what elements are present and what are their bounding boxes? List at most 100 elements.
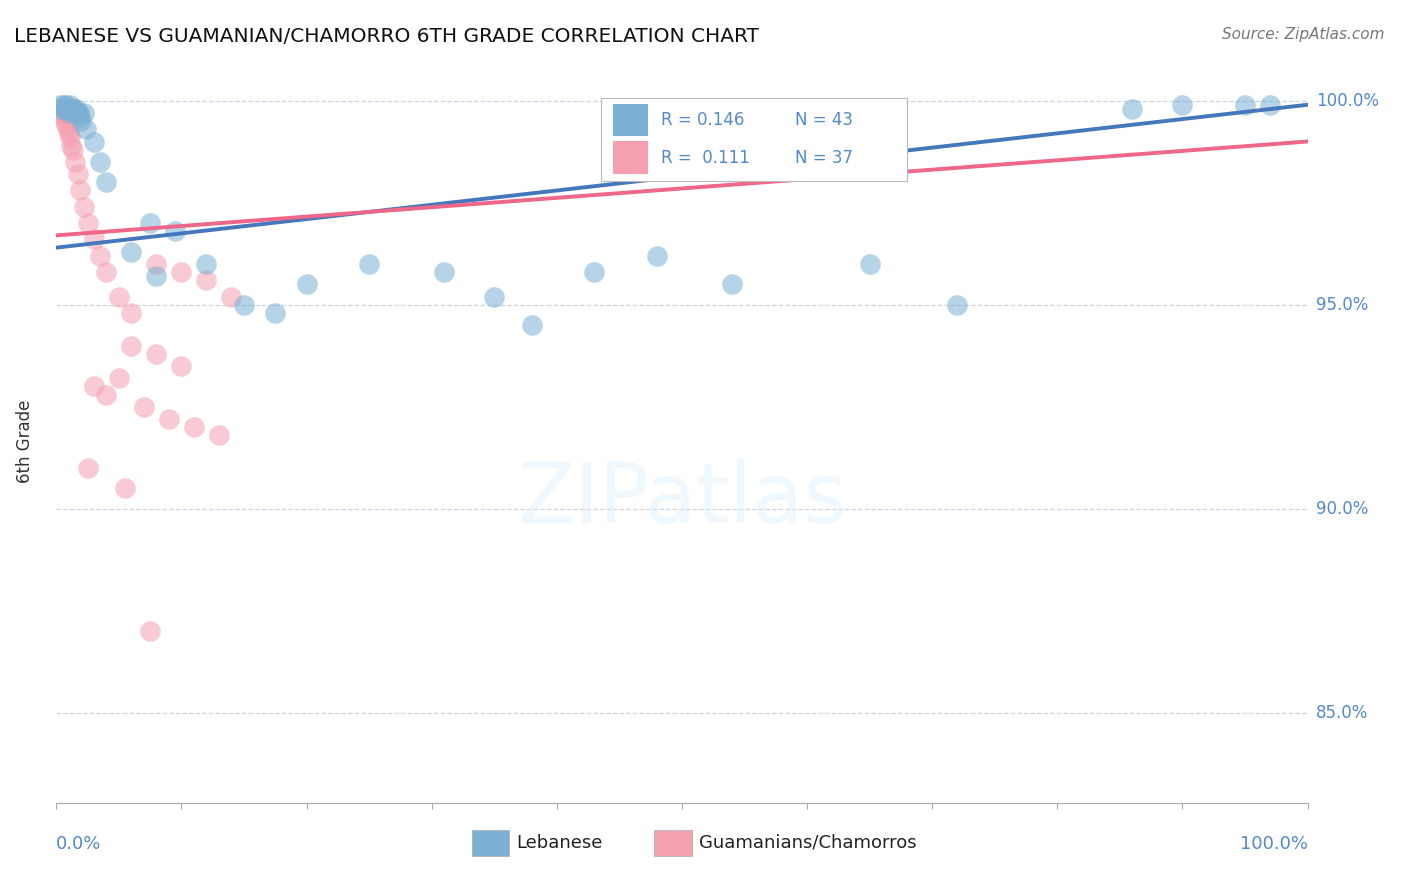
Point xyxy=(76,461,98,475)
Point xyxy=(55,118,77,132)
Point xyxy=(264,306,287,320)
Point xyxy=(89,155,111,169)
Point xyxy=(96,175,118,189)
Point xyxy=(70,114,93,128)
Point xyxy=(120,306,142,320)
Point xyxy=(63,106,86,120)
Point xyxy=(295,277,318,292)
Point xyxy=(56,102,79,116)
Point xyxy=(76,216,98,230)
Point xyxy=(66,167,89,181)
Point xyxy=(62,102,84,116)
Point xyxy=(75,122,97,136)
Point xyxy=(69,110,91,124)
Point xyxy=(145,347,167,361)
Text: 85.0%: 85.0% xyxy=(1316,704,1368,722)
Point xyxy=(145,269,167,284)
Point xyxy=(108,290,131,304)
Point xyxy=(208,428,231,442)
Point xyxy=(233,298,256,312)
Point xyxy=(51,102,73,116)
Point xyxy=(221,290,243,304)
Point xyxy=(165,224,187,238)
Point xyxy=(139,624,162,639)
Text: Guamanians/Chamorros: Guamanians/Chamorros xyxy=(699,833,917,852)
Text: 0.0%: 0.0% xyxy=(56,835,101,854)
Text: Lebanese: Lebanese xyxy=(517,833,603,852)
Point xyxy=(53,102,76,116)
Point xyxy=(645,249,668,263)
Text: 100.0%: 100.0% xyxy=(1316,92,1379,110)
Point xyxy=(60,138,83,153)
Point xyxy=(49,102,72,116)
Point xyxy=(58,126,80,140)
Point xyxy=(946,298,969,312)
Point xyxy=(63,155,86,169)
FancyBboxPatch shape xyxy=(654,830,692,855)
Point xyxy=(55,97,77,112)
Point xyxy=(170,359,193,373)
Point xyxy=(59,97,82,112)
Text: 95.0%: 95.0% xyxy=(1316,296,1368,314)
Point xyxy=(69,184,91,198)
Text: N = 43: N = 43 xyxy=(794,111,852,129)
Point xyxy=(1234,97,1257,112)
Point xyxy=(721,277,744,292)
Point xyxy=(120,244,142,259)
Point xyxy=(114,482,136,496)
Point xyxy=(359,257,381,271)
Text: 90.0%: 90.0% xyxy=(1316,500,1368,518)
Point xyxy=(96,387,118,401)
Point xyxy=(583,265,606,279)
Point xyxy=(83,232,105,246)
Text: 100.0%: 100.0% xyxy=(1240,835,1308,854)
Point xyxy=(53,114,76,128)
Point xyxy=(49,97,72,112)
FancyBboxPatch shape xyxy=(471,830,509,855)
Point xyxy=(62,102,84,116)
Point xyxy=(195,273,218,287)
Point xyxy=(65,102,87,116)
FancyBboxPatch shape xyxy=(613,141,648,174)
Point xyxy=(108,371,131,385)
Point xyxy=(51,106,73,120)
Point xyxy=(59,130,82,145)
Point xyxy=(66,106,89,120)
Point xyxy=(1258,97,1281,112)
Point xyxy=(1121,102,1143,116)
FancyBboxPatch shape xyxy=(600,98,907,181)
Point xyxy=(183,420,205,434)
Point xyxy=(157,412,180,426)
Point xyxy=(89,249,111,263)
Point xyxy=(520,318,543,333)
Point xyxy=(73,106,96,120)
Text: LEBANESE VS GUAMANIAN/CHAMORRO 6TH GRADE CORRELATION CHART: LEBANESE VS GUAMANIAN/CHAMORRO 6TH GRADE… xyxy=(14,27,759,45)
Text: N = 37: N = 37 xyxy=(794,149,852,167)
Point xyxy=(83,379,105,393)
Text: R =  0.111: R = 0.111 xyxy=(661,149,749,167)
Point xyxy=(96,265,118,279)
Point xyxy=(83,135,105,149)
Point xyxy=(1171,97,1194,112)
Point xyxy=(132,400,155,414)
Point xyxy=(858,257,880,271)
Text: Source: ZipAtlas.com: Source: ZipAtlas.com xyxy=(1222,27,1385,42)
Point xyxy=(58,106,80,120)
Point xyxy=(170,265,193,279)
Point xyxy=(62,143,84,157)
Text: R = 0.146: R = 0.146 xyxy=(661,111,744,129)
Text: 6th Grade: 6th Grade xyxy=(15,400,34,483)
Point xyxy=(484,290,506,304)
Point xyxy=(139,216,162,230)
Point xyxy=(73,200,96,214)
Point xyxy=(52,110,75,124)
Point xyxy=(67,106,90,120)
Point xyxy=(60,102,83,116)
Point xyxy=(433,265,456,279)
Point xyxy=(145,257,167,271)
Point xyxy=(56,122,79,136)
Point xyxy=(120,338,142,352)
Point xyxy=(195,257,218,271)
Text: ZIPatlas: ZIPatlas xyxy=(517,458,846,540)
FancyBboxPatch shape xyxy=(613,103,648,136)
